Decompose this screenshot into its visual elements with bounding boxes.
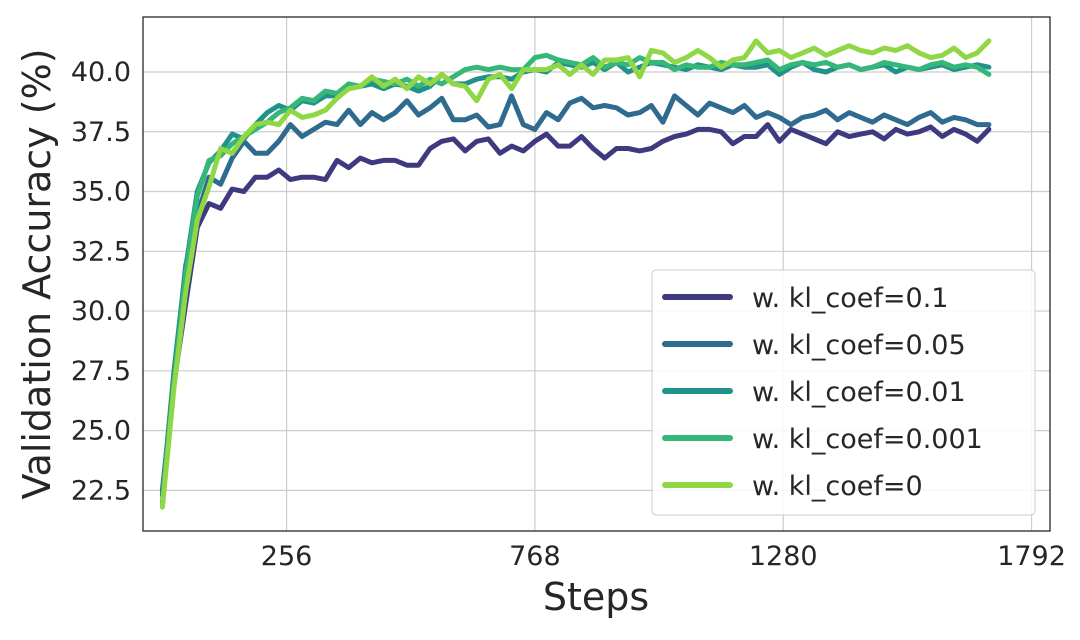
legend-box <box>651 269 1036 516</box>
y-tick-label: 40.0 <box>71 57 131 88</box>
x-tick-label: 1280 <box>749 541 818 572</box>
y-tick-label: 30.0 <box>71 296 131 327</box>
series-line-0 <box>159 122 992 493</box>
legend-label-3: w. kl_coef=0.001 <box>752 424 983 455</box>
legend-label-0: w. kl_coef=0.1 <box>752 283 948 314</box>
tick-labels: 256 768 1280 1792 22.5 25.0 27.5 30.0 32.5 35.0 37… <box>71 57 1066 572</box>
legend-label-1: w. kl_coef=0.05 <box>752 330 966 361</box>
legend: w. kl_coef=0.1 w. kl_coef=0.05 w. kl_coef=… <box>651 269 1036 516</box>
y-axis-title: Validation Accuracy (%) <box>15 48 59 499</box>
y-tick-label: 22.5 <box>71 475 131 506</box>
x-tick-label: 1792 <box>997 541 1066 572</box>
x-tick-label: 768 <box>509 541 561 572</box>
series-line-3 <box>159 52 992 505</box>
y-tick-label: 37.5 <box>71 117 131 148</box>
plot-frame <box>142 16 1051 532</box>
legend-label-4: w. kl_coef=0 <box>752 471 923 502</box>
y-tick-label: 27.5 <box>71 356 131 387</box>
series-line-1 <box>159 93 992 498</box>
series-lines <box>159 38 992 510</box>
legend-label-2: w. kl_coef=0.01 <box>752 377 966 408</box>
series-line-4 <box>159 38 992 510</box>
y-tick-label: 25.0 <box>71 416 131 447</box>
y-tick-label: 32.5 <box>71 236 131 267</box>
x-tick-label: 256 <box>261 541 313 572</box>
x-axis-title: Steps <box>543 575 649 619</box>
y-tick-label: 35.0 <box>71 177 131 208</box>
